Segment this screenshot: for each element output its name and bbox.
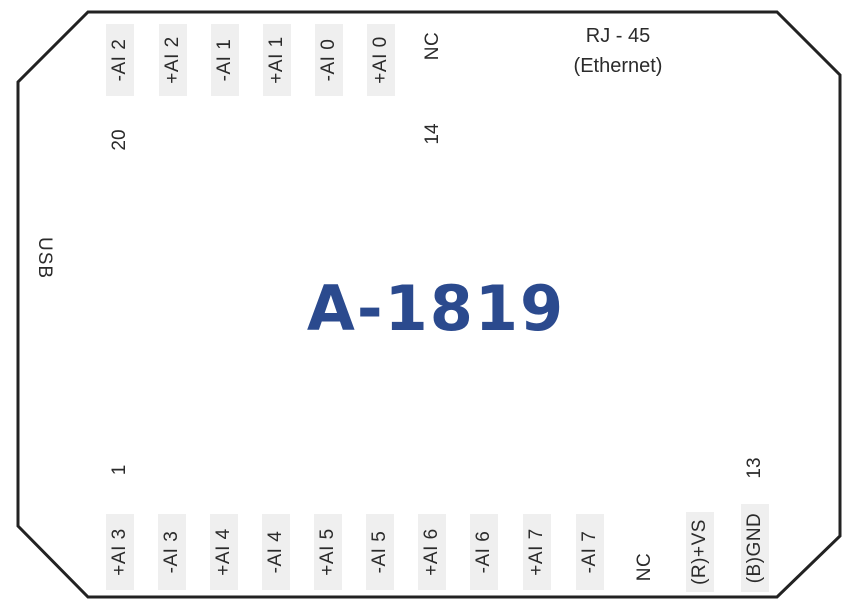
top-pin-row: -AI 2 +AI 2 -AI 1 +AI 1 -AI 0 +AI 0 NC (106, 24, 443, 96)
rj45-label: RJ - 45 (586, 25, 650, 47)
bottom-pin-number-left: 1 (109, 465, 130, 476)
top-pin-number-right: 14 (422, 123, 443, 145)
top-pin-label: +AI 2 (159, 24, 187, 96)
svg-text:-AI 7: -AI 7 (579, 531, 600, 574)
bottom-pin-label: -AI 5 (366, 514, 394, 590)
top-pin-label: -AI 0 (315, 24, 343, 96)
svg-text:-AI 3: -AI 3 (161, 531, 182, 574)
bottom-pin-label: +AI 3 (106, 514, 134, 590)
top-pin-label: +AI 0 (367, 24, 395, 96)
top-pin-number-left: 20 (109, 129, 130, 150)
svg-text:-AI 1: -AI 1 (214, 39, 235, 82)
bottom-pin-number-right: 13 (744, 457, 765, 478)
bottom-pin-label: -AI 7 (576, 514, 604, 590)
svg-text:+AI 1: +AI 1 (266, 36, 287, 83)
svg-text:-AI 5: -AI 5 (369, 531, 390, 574)
bottom-pin-label: (R)+VS (686, 512, 714, 592)
svg-text:-AI 0: -AI 0 (318, 39, 339, 82)
bottom-pin-label: -AI 3 (158, 514, 186, 590)
svg-text:(R)+VS: (R)+VS (689, 519, 710, 585)
top-pin-label: -AI 2 (106, 24, 134, 96)
svg-text:+AI 3: +AI 3 (109, 528, 130, 575)
svg-text:+AI 6: +AI 6 (421, 528, 442, 575)
svg-text:-AI 2: -AI 2 (109, 39, 130, 82)
bottom-pin-label: +AI 6 (418, 514, 446, 590)
bottom-pin-label: (B)GND (741, 504, 769, 592)
bottom-pin-row: +AI 3 -AI 3 +AI 4 -AI 4 +AI 5 -AI 5 +AI … (106, 504, 769, 592)
model-title: A-1819 (307, 272, 565, 345)
svg-text:+AI 5: +AI 5 (317, 528, 338, 575)
top-pin-label: +AI 1 (263, 24, 291, 96)
bottom-pin-label: -AI 4 (262, 514, 290, 590)
rj45-sublabel: (Ethernet) (574, 55, 663, 77)
bottom-pin-label: NC (634, 553, 655, 581)
top-pin-label: -AI 1 (211, 24, 239, 96)
bottom-pin-label: +AI 5 (314, 514, 342, 590)
svg-text:+AI 2: +AI 2 (162, 36, 183, 83)
top-pin-label: NC (422, 32, 443, 60)
svg-text:-AI 4: -AI 4 (265, 531, 286, 574)
svg-text:-AI 6: -AI 6 (473, 531, 494, 574)
svg-text:NC: NC (634, 553, 655, 581)
module-outline (16, 10, 842, 599)
bottom-pin-label: -AI 6 (470, 514, 498, 590)
usb-label: USB (34, 237, 55, 279)
svg-text:+AI 0: +AI 0 (370, 36, 391, 83)
svg-text:+AI 4: +AI 4 (213, 528, 234, 575)
bottom-pin-label: +AI 7 (523, 514, 551, 590)
svg-text:NC: NC (422, 32, 443, 60)
svg-text:(B)GND: (B)GND (744, 513, 765, 584)
svg-text:+AI 7: +AI 7 (526, 528, 547, 575)
bottom-pin-label: +AI 4 (210, 514, 238, 590)
